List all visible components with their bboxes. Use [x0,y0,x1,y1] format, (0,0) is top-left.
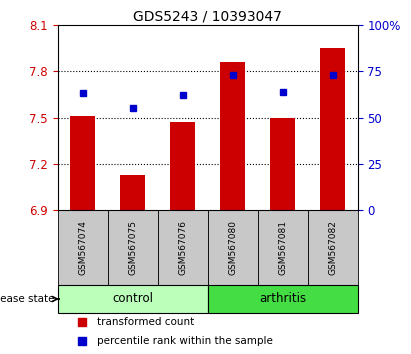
Text: GSM567081: GSM567081 [278,220,287,275]
Text: percentile rank within the sample: percentile rank within the sample [97,336,272,346]
Bar [58,285,208,313]
Bar [120,175,145,210]
Text: GSM567074: GSM567074 [78,220,87,275]
Bar [108,210,157,285]
Text: arthritis: arthritis [259,292,306,306]
Text: GSM567075: GSM567075 [128,220,137,275]
Bar [170,122,195,210]
Text: control: control [112,292,153,306]
Text: GSM567076: GSM567076 [178,220,187,275]
Bar [208,210,258,285]
Bar [58,210,108,285]
Text: disease state: disease state [0,294,55,304]
Bar [208,285,358,313]
Bar [307,210,358,285]
Text: transformed count: transformed count [97,316,194,326]
Text: GSM567082: GSM567082 [328,220,337,275]
Title: GDS5243 / 10393047: GDS5243 / 10393047 [133,10,282,24]
Bar [270,118,295,210]
Bar [157,210,208,285]
Bar [320,48,345,210]
Text: GSM567080: GSM567080 [228,220,237,275]
Bar [258,210,307,285]
Bar [70,116,95,210]
Bar [220,62,245,210]
